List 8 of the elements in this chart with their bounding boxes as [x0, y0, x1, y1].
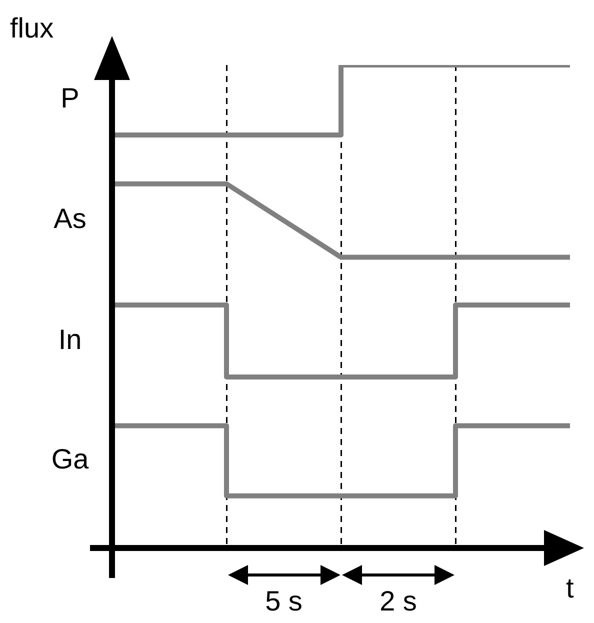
text: 2 s [380, 586, 417, 617]
y-axis-title: flux [10, 12, 54, 44]
series-label: In [58, 324, 82, 355]
x-axis-title: t [566, 572, 574, 604]
series-label: P [60, 82, 80, 114]
series-label: Ga [51, 444, 90, 475]
text: 5 s [265, 586, 302, 617]
series-label: As [54, 203, 86, 234]
